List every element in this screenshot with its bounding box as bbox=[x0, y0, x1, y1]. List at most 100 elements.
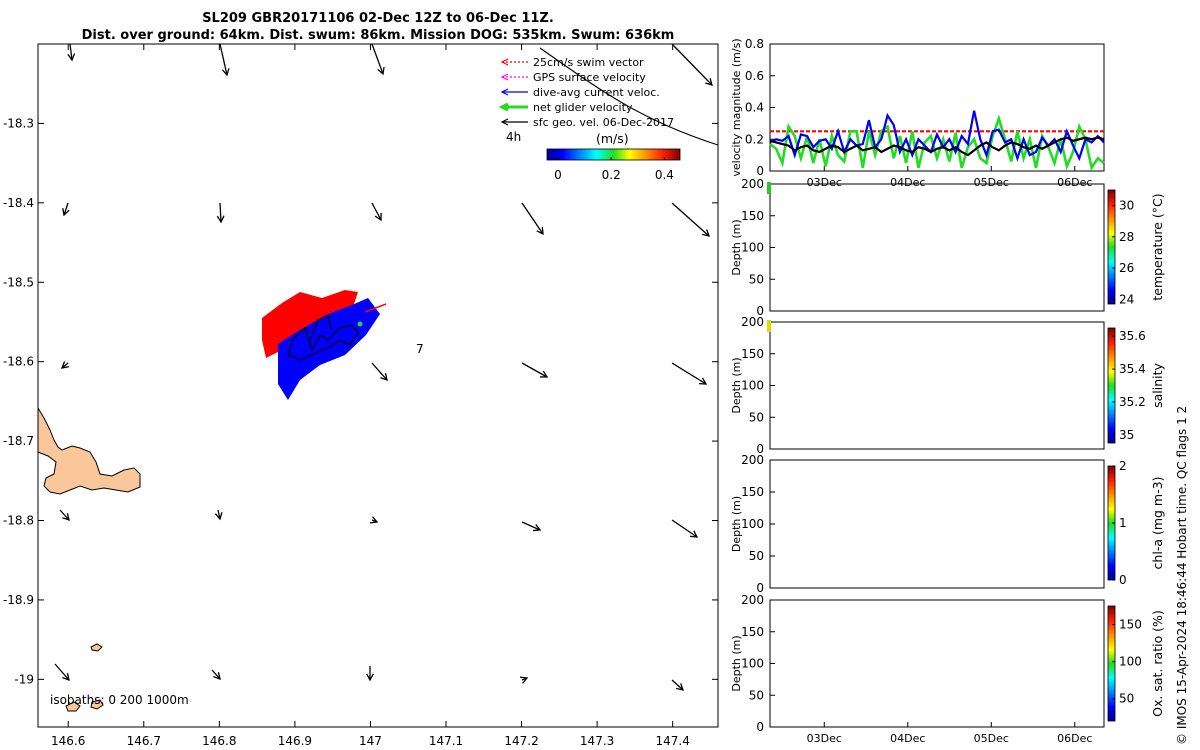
profile-colorbar-tick-label: 35.4 bbox=[1119, 362, 1146, 376]
panel-y-tick-label: 50 bbox=[749, 549, 764, 563]
profile-colorbar-tick-label: 50 bbox=[1119, 692, 1134, 706]
legend-swatch-head bbox=[500, 73, 509, 81]
panel-y-tick-label: 150 bbox=[741, 347, 764, 361]
geo-arrow-shaft bbox=[217, 509, 221, 520]
panel-x-tick-label: 05Dec bbox=[974, 732, 1009, 745]
velocity-series-line bbox=[769, 114, 1105, 172]
map-panel: 146.6 146.7 146.8 146.9 147 147.1 147.2 147.3 14… bbox=[3, 43, 719, 748]
island-land bbox=[37, 406, 141, 495]
geo-arrow-head bbox=[536, 226, 544, 236]
geo-arrow-shaft bbox=[521, 202, 544, 235]
geo-arrow-shaft bbox=[671, 519, 698, 538]
legend-item-label: dive-avg current veloc. bbox=[533, 86, 660, 99]
speed-colorbar-ticks: 0 0.2 0.4 bbox=[554, 157, 674, 182]
credit-text: © IMOS 15-Apr-2024 18:46:44 Hobart time.… bbox=[1175, 406, 1189, 745]
panel-y-tick-label: 0.8 bbox=[745, 37, 764, 51]
profile-colorbar-tick-label: 1 bbox=[1119, 516, 1127, 530]
map-x-tick-label: 147.1 bbox=[429, 734, 463, 748]
panel-y-tick-label: 0 bbox=[756, 304, 764, 318]
profile-colorbar-label: salinity bbox=[1150, 362, 1165, 407]
geo-arrow-head bbox=[62, 513, 70, 522]
map-y-tick-label: -18.5 bbox=[3, 275, 34, 289]
map-y-tick-label: -18.6 bbox=[3, 355, 34, 369]
panel-y-tick-label: 100 bbox=[741, 241, 764, 255]
panel-y-label: velocity magnitude (m/s) bbox=[730, 38, 743, 176]
panel-y-tick-label: 100 bbox=[741, 379, 764, 393]
panel-y-tick-label: 0.6 bbox=[745, 69, 764, 83]
panel-y-tick-label: 0 bbox=[756, 442, 764, 456]
profile-colorbar-tick-label: 150 bbox=[1119, 618, 1142, 632]
time-series-panels: 0 0.2 0.4 0.6 0.8 03Dec 04Dec 05Dec 06Dec velocit… bbox=[730, 37, 1165, 745]
panel-y-tick-label: 200 bbox=[741, 315, 764, 329]
legend-swatch-head bbox=[500, 118, 509, 126]
geo-arrow-shaft bbox=[69, 43, 73, 61]
legend-item-label: net glider velocity bbox=[533, 101, 633, 114]
geo-arrow-shaft bbox=[671, 679, 684, 691]
panel-y-tick-label: 150 bbox=[741, 625, 764, 639]
legend-swatch-head bbox=[498, 102, 509, 112]
profile-colorbar bbox=[1107, 189, 1116, 305]
isobaths-label: isobaths: 0 200 1000m bbox=[50, 693, 189, 707]
profile-colorbar bbox=[1107, 327, 1116, 444]
map-x-tick-label: 146.9 bbox=[278, 734, 312, 748]
map-x-tick-label: 147.2 bbox=[504, 734, 538, 748]
geo-arrow-head bbox=[369, 516, 379, 524]
panel-frame bbox=[769, 459, 1105, 589]
profile-colorbar-tick-label: 26 bbox=[1119, 261, 1134, 275]
geo-arrow-shaft bbox=[211, 669, 221, 680]
geo-arrow-head bbox=[213, 672, 221, 681]
geo-arrow-shaft bbox=[521, 521, 541, 531]
map-x-tick-label: 147.4 bbox=[655, 734, 689, 748]
profile-colorbar-tick-label: 0 bbox=[1119, 573, 1127, 587]
speed-colorbar bbox=[546, 148, 681, 161]
map-x-axis: 146.6 146.7 146.8 146.9 147 147.1 147.2 147.3 14… bbox=[51, 44, 690, 748]
panel-y-tick-label: 0.4 bbox=[745, 101, 764, 115]
panel-x-tick-label: 04Dec bbox=[890, 732, 925, 745]
profile-colorbar-tick-label: 24 bbox=[1119, 292, 1134, 306]
panel-x-tick-label: 06Dec bbox=[1057, 732, 1092, 745]
legend-item-label: GPS surface velocity bbox=[533, 71, 646, 84]
panel-x-tick-label: 03Dec bbox=[807, 732, 842, 745]
geo-arrow-head bbox=[702, 229, 711, 237]
panel-frame bbox=[769, 599, 1105, 728]
velocity-series-line bbox=[769, 136, 1105, 157]
geo-arrow-head bbox=[214, 512, 223, 521]
geo-arrow-shaft bbox=[63, 202, 69, 216]
map-y-axis: -18.3 -18.4 -18.5 -18.6 -18.7 -18.8 -18.9 -19 bbox=[3, 116, 718, 686]
legend-swatch-head bbox=[500, 88, 509, 96]
geo-arrow-shaft bbox=[371, 362, 388, 381]
panel-y-tick-label: 50 bbox=[749, 410, 764, 424]
geo-arrow-head bbox=[62, 207, 70, 217]
swim-vector-extension bbox=[364, 303, 387, 313]
panel-y-tick-label: 200 bbox=[741, 593, 764, 607]
panel-y-tick-label: 150 bbox=[741, 209, 764, 223]
map-y-tick-label: -18.7 bbox=[3, 434, 34, 448]
profile-colorbar-label: Ox. sat. ratio (%) bbox=[1150, 610, 1165, 717]
panel-y-tick-label: 150 bbox=[741, 485, 764, 499]
geo-arrow-head bbox=[60, 361, 69, 369]
salinity-surface-samples bbox=[767, 320, 771, 332]
geo-arrow-shaft bbox=[54, 663, 70, 681]
geo-arrow-head bbox=[698, 377, 708, 385]
profile-colorbar-label: temperature (°C) bbox=[1150, 193, 1165, 300]
profile-colorbar-tick-label: 35.2 bbox=[1119, 395, 1146, 409]
profile-colorbar-tick-label: 35.6 bbox=[1119, 329, 1146, 343]
legend-swatch-head bbox=[500, 58, 509, 66]
geo-arrow-shaft bbox=[59, 509, 70, 521]
glider-path bbox=[287, 314, 359, 361]
speed-colorbar-tick-label: 0.2 bbox=[602, 168, 621, 182]
panel-y-tick-label: 0 bbox=[756, 164, 764, 178]
geo-arrow-head bbox=[539, 370, 549, 378]
panel-y-label: Depth (m) bbox=[730, 219, 743, 275]
panel-y-tick-label: 200 bbox=[741, 177, 764, 191]
geo-arrow-shaft bbox=[219, 202, 222, 223]
legend-item-label: 25cm/s swim vector bbox=[533, 56, 644, 69]
map-x-tick-label: 146.6 bbox=[51, 734, 85, 748]
profile-colorbar bbox=[1107, 605, 1116, 722]
map-annotation-number: 7 bbox=[416, 342, 424, 356]
geo-arrow-head bbox=[216, 215, 225, 224]
map-y-tick-label: -18.3 bbox=[3, 116, 34, 130]
profile-colorbar-tick-label: 100 bbox=[1119, 655, 1142, 669]
islet-1 bbox=[90, 643, 103, 652]
